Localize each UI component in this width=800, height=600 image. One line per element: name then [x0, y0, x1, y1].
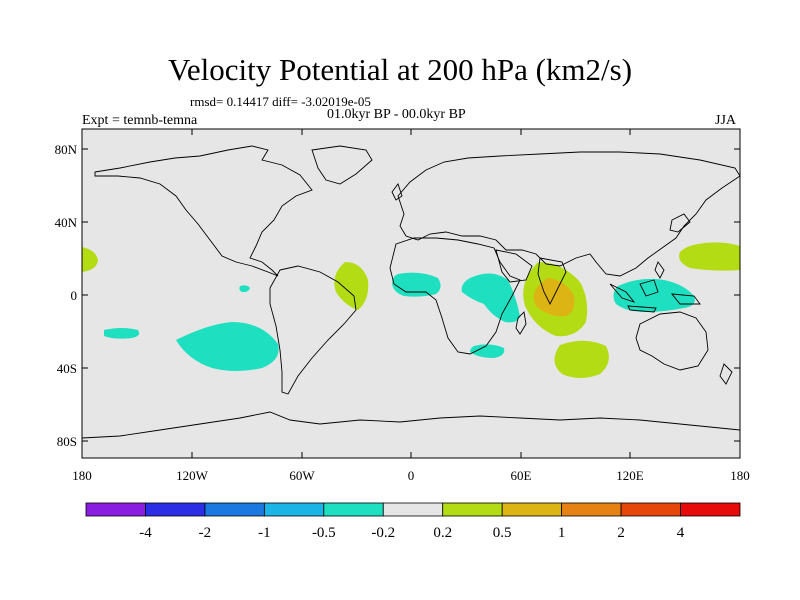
lat-label-80n: 80N	[55, 142, 78, 157]
colorbar-label: -0.5	[312, 525, 336, 541]
negative-region-equatorial-pacific-dot	[239, 285, 250, 293]
coastline-japan	[669, 213, 691, 233]
colorbar-swatch	[680, 502, 741, 517]
coastline-antarctica	[81, 411, 741, 439]
axis-ticks	[82, 129, 740, 458]
coastline-british-isles	[391, 183, 403, 201]
positive-region-east-pacific	[82, 247, 98, 272]
coastline-new-zealand	[719, 363, 733, 385]
colorbar-label: 2	[617, 525, 625, 541]
negative-region-east-africa	[461, 273, 520, 323]
positive-region-tropical-atlantic	[334, 262, 369, 310]
colorbar-label: -4	[139, 525, 152, 541]
colorbar-swatch	[263, 502, 325, 517]
colorbar: -4 -2 -1 -0.5 -0.2 0.2 0.5 1 2 4	[85, 502, 741, 541]
coastline-greenland	[311, 145, 373, 185]
anomaly-regions	[82, 242, 740, 378]
lon-label-60w: 60W	[289, 468, 315, 483]
colorbar-swatch	[561, 502, 622, 517]
coastline-north-america	[94, 145, 313, 277]
colorbar-swatch	[501, 502, 563, 517]
coastline-madagascar	[515, 311, 527, 335]
longitude-labels: 180 120W 60W 0 60E 120E 180	[72, 468, 750, 483]
period-subtitle: 01.0kyr BP - 00.0kyr BP	[327, 107, 466, 122]
coastline-australia	[635, 311, 709, 371]
positive-region-south-indian-ocean	[554, 340, 609, 378]
colorbar-swatch	[323, 502, 384, 517]
lon-label-180e: 180	[730, 468, 750, 483]
colorbar-label: -2	[199, 525, 212, 541]
lon-label-180w: 180	[72, 468, 92, 483]
coastline-india	[537, 257, 567, 306]
lat-label-0: 0	[71, 288, 78, 303]
coastline-africa	[389, 237, 521, 355]
colorbar-label: -0.2	[371, 525, 395, 541]
colorbar-label: 0.2	[433, 525, 452, 541]
latitude-labels: 80N 40N 0 40S 80S	[55, 142, 78, 449]
strong-positive-region-arabian-sea	[533, 278, 575, 317]
lon-label-120e: 120E	[616, 468, 644, 483]
plot-title: Velocity Potential at 200 hPa (km2/s)	[167, 52, 633, 87]
experiment-label: Expt = temnb-temna	[82, 113, 198, 128]
lon-label-120w: 120W	[176, 468, 209, 483]
lat-label-40s: 40S	[57, 361, 77, 376]
negative-region-maritime-continent	[613, 278, 695, 312]
coastline-philippines	[654, 261, 665, 279]
positive-region-west-pacific	[679, 242, 740, 271]
lon-label-0: 0	[408, 468, 415, 483]
colorbar-label: 4	[677, 525, 685, 541]
colorbar-swatch	[620, 502, 681, 517]
coastline-java	[627, 305, 657, 313]
colorbar-label: 1	[558, 525, 566, 541]
lon-label-60e: 60E	[511, 468, 532, 483]
lat-label-40n: 40N	[55, 215, 78, 230]
negative-region-central-pacific-small	[104, 328, 140, 339]
colorbar-label: 0.5	[493, 525, 512, 541]
coastline-south-america	[269, 265, 357, 395]
negative-region-southeast-pacific	[176, 322, 279, 371]
coastline-borneo	[639, 279, 659, 297]
coastline-sumatra	[609, 283, 636, 303]
coastline-new-guinea	[670, 293, 701, 305]
colorbar-swatch	[85, 502, 146, 517]
negative-region-central-africa	[392, 272, 441, 297]
negative-region-south-atlantic-cape	[470, 344, 505, 358]
colorbar-swatch	[145, 502, 206, 517]
coastlines	[81, 145, 741, 439]
coastline-arabia	[495, 249, 533, 283]
lat-label-80s: 80S	[57, 434, 77, 449]
stats-subtitle: rmsd= 0.14417 diff= -3.02019e-05	[190, 94, 371, 109]
season-label: JJA	[715, 113, 737, 128]
colorbar-swatch	[442, 502, 503, 517]
colorbar-swatch	[382, 502, 444, 517]
colorbar-swatch	[204, 502, 265, 517]
coastline-eurasia	[397, 151, 741, 277]
colorbar-label: -1	[258, 525, 271, 541]
